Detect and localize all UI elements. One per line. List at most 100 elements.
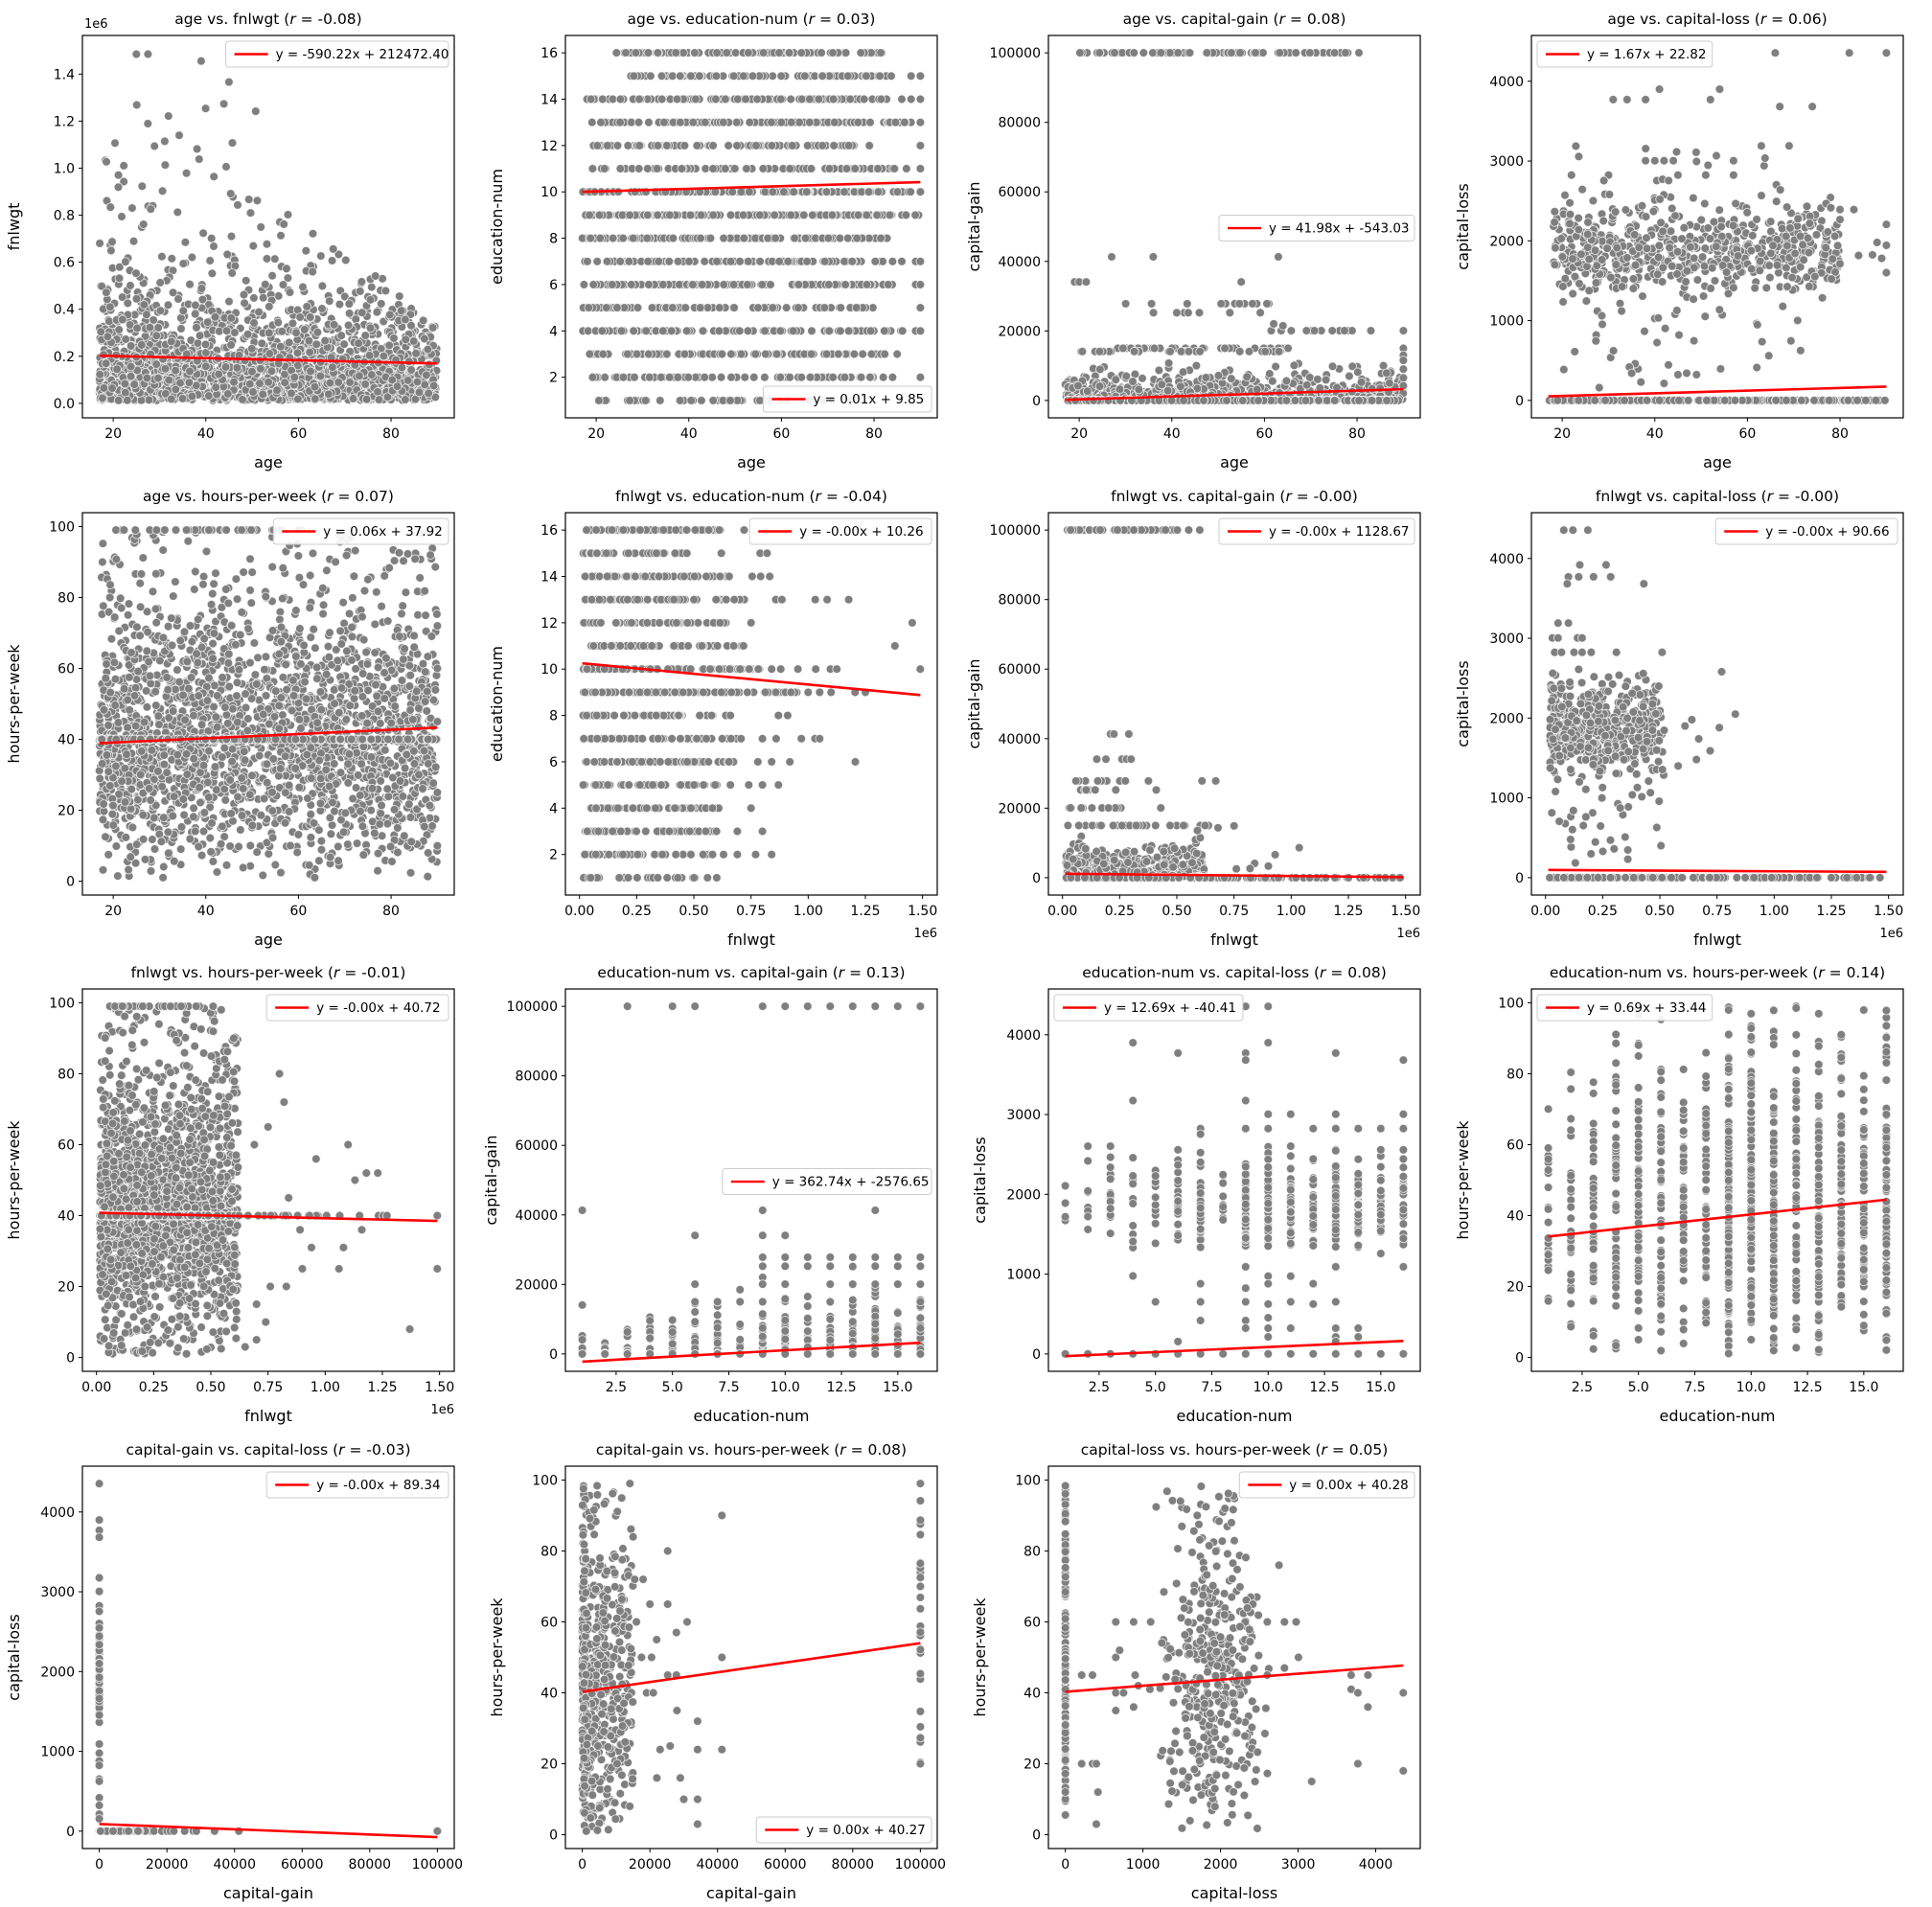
- scatter-points: [95, 1001, 443, 1359]
- y-axis-label: hours-per-week: [971, 1597, 989, 1716]
- legend-equation: y = 0.00x + 40.27: [806, 1823, 925, 1838]
- legend: y = -0.00x + 1128.67: [1218, 517, 1415, 544]
- x-tick-label: 20000: [629, 1857, 672, 1873]
- x-tick-label: 80: [382, 904, 400, 919]
- y-axis: 0 1000 2000 3000 4000: [1489, 75, 1531, 409]
- y-tick-label: 80000: [998, 116, 1041, 131]
- y-tick-label: 60000: [515, 1138, 558, 1154]
- y-tick-label: 1000: [1489, 791, 1524, 806]
- y-axis-label: fnlwgt: [5, 203, 23, 251]
- x-tick-label: 5.0: [1628, 1380, 1649, 1395]
- scatter-points: [577, 48, 926, 405]
- y-tick-label: 100000: [507, 999, 558, 1015]
- y-tick-label: 14: [540, 93, 558, 108]
- legend-equation: y = 0.69x + 33.44: [1587, 1000, 1706, 1016]
- x-axis: 0.00 0.25 0.50 0.75 1.00 1.25 1.50: [1047, 894, 1420, 919]
- y-tick-label: 6: [549, 754, 558, 770]
- y-tick-label: 2: [549, 371, 558, 386]
- legend-equation: y = -590.22x + 212472.40: [276, 47, 449, 62]
- axes-frame: [1530, 511, 1904, 896]
- y-tick-label: 20: [58, 1280, 75, 1296]
- y-axis: 0 20 40 60 80 100: [1015, 1473, 1048, 1843]
- y-tick-label: 1.4: [54, 67, 75, 82]
- y-axis-label: capital-gain: [483, 1135, 500, 1225]
- y-axis: 0 20 40 60 80 100: [532, 1473, 565, 1843]
- legend-equation: y = -0.00x + 90.66: [1765, 524, 1889, 540]
- y-tick-label: 0: [549, 1827, 558, 1843]
- y-tick-label: 1.2: [54, 114, 75, 129]
- y-axis-label: hours-per-week: [5, 643, 23, 763]
- x-tick-label: 60: [289, 426, 307, 442]
- cell-fnlwgt-vs-education-num: fnlwgt vs. education-num (r = -0.04) 0.00…: [483, 476, 966, 954]
- subplot-age-vs-capital-loss: age vs. capital-loss (r = 0.06) 20 40 60 80 0…: [1454, 11, 1904, 471]
- y-tick-label: 0: [1032, 870, 1041, 885]
- y-tick-label: 3000: [40, 1585, 75, 1600]
- y-tick-label: 14: [540, 569, 558, 585]
- plot-title: capital-gain vs. hours-per-week (r = 0.0…: [596, 1441, 907, 1459]
- subplot-education-num-vs-capital-loss: education-num vs. capital-loss (r = 0.08…: [971, 964, 1421, 1425]
- x-axis-label: age: [1703, 453, 1732, 471]
- subplot-education-num-vs-capital-gain: education-num vs. capital-gain (r = 0.13…: [483, 964, 938, 1425]
- x-tick-label: 40000: [213, 1857, 256, 1873]
- x-tick-label: 0.25: [1105, 904, 1135, 919]
- x-tick-label: 15.0: [1849, 1380, 1878, 1395]
- x-tick-label: 60000: [281, 1857, 324, 1873]
- x-axis: 0 1000 2000 3000 4000: [1061, 1848, 1392, 1873]
- x-tick-label: 2.5: [1572, 1380, 1593, 1395]
- x-tick-label: 0: [1061, 1857, 1070, 1873]
- x-tick-label: 40: [680, 426, 698, 442]
- x-tick-label: 20: [104, 904, 122, 919]
- legend-equation: y = 1.67x + 22.82: [1587, 47, 1706, 62]
- legend: y = -0.00x + 90.66: [1714, 517, 1898, 544]
- y-tick-label: 0.0: [54, 397, 75, 412]
- x-offset-text: 1e6: [1879, 927, 1903, 941]
- axes-frame: [81, 34, 455, 419]
- y-tick-label: 80000: [998, 592, 1041, 608]
- x-axis-label: age: [254, 453, 283, 471]
- x-tick-label: 1.50: [908, 904, 937, 919]
- x-axis-label: age: [737, 453, 766, 471]
- x-tick-label: 40: [197, 904, 215, 919]
- y-tick-label: 20000: [998, 324, 1041, 339]
- x-tick-label: 80: [1831, 426, 1849, 442]
- x-tick-label: 20000: [146, 1857, 189, 1873]
- x-tick-label: 60: [289, 904, 307, 919]
- y-axis-label: education-num: [488, 169, 506, 285]
- y-tick-label: 0: [549, 1347, 558, 1363]
- axes-frame: [81, 988, 455, 1372]
- x-tick-label: 12.5: [1792, 1380, 1822, 1395]
- x-tick-label: 20: [1070, 426, 1088, 442]
- axes-frame: [1047, 988, 1421, 1372]
- trend-line: [1548, 1198, 1887, 1238]
- y-tick-label: 80: [1024, 1544, 1041, 1559]
- x-axis: 0.00 0.25 0.50 0.75 1.00 1.25 1.50: [81, 1371, 454, 1395]
- subplot-age-vs-capital-gain: age vs. capital-gain (r = 0.08)20 40 60 800…: [966, 11, 1421, 471]
- x-axis-label: age: [1220, 453, 1249, 471]
- x-tick-label: 2000: [1204, 1857, 1238, 1873]
- x-tick-label: 1.00: [310, 1380, 340, 1395]
- x-tick-label: 7.5: [1684, 1380, 1705, 1395]
- x-tick-label: 60000: [764, 1857, 807, 1873]
- y-tick-label: 0: [66, 1824, 75, 1839]
- y-tick-label: 0.2: [54, 350, 75, 365]
- x-axis-label: capital-gain: [223, 1884, 313, 1902]
- x-axis: 0 20000 40000 60000 80000 100000: [95, 1848, 463, 1873]
- legend-equation: y = 41.98x + -543.03: [1269, 221, 1410, 237]
- x-axis-label: education-num: [1176, 1407, 1292, 1425]
- y-axis: 0 20000 40000 60000 80000 100000: [990, 523, 1048, 885]
- axes-frame: [564, 988, 938, 1372]
- x-tick-label: 1.50: [1391, 904, 1420, 919]
- x-tick-label: 10.0: [770, 1380, 800, 1395]
- x-tick-label: 80: [382, 426, 400, 442]
- legend-equation: y = 12.69x + -40.41: [1104, 1000, 1236, 1016]
- cell-age-vs-capital-loss: age vs. capital-loss (r = 0.06) 20 40 60 80 0…: [1449, 0, 1932, 477]
- y-tick-label: 20: [58, 803, 75, 818]
- legend: y = 0.69x + 33.44: [1536, 994, 1714, 1022]
- x-axis-label: fnlwgt: [1693, 931, 1741, 949]
- x-tick-label: 60: [1255, 426, 1273, 442]
- axes-frame: [1530, 34, 1904, 419]
- y-tick-label: 2000: [1489, 234, 1524, 249]
- plot-title: education-num vs. capital-gain (r = 0.13…: [597, 964, 905, 981]
- plot-title: capital-gain vs. capital-loss (r = -0.03…: [126, 1441, 410, 1459]
- legend: y = 12.69x + -40.41: [1053, 994, 1244, 1022]
